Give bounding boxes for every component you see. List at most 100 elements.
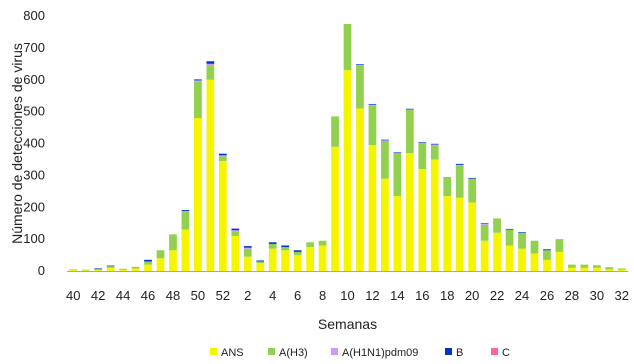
bar-segment bbox=[480, 223, 489, 224]
bar-segment bbox=[69, 270, 78, 271]
x-tick-label: 16 bbox=[415, 288, 429, 303]
bar-segment bbox=[518, 232, 526, 249]
bar-segment bbox=[106, 266, 115, 268]
bar-segment bbox=[243, 256, 252, 271]
bar-segment bbox=[381, 139, 389, 141]
x-tick-label: 6 bbox=[294, 288, 301, 303]
bar-segment bbox=[256, 260, 265, 262]
x-tick-label: 24 bbox=[515, 288, 529, 303]
bar-segment bbox=[268, 242, 277, 244]
bar-segment bbox=[455, 165, 464, 198]
y-tick-label: 0 bbox=[38, 263, 45, 278]
legend-label: C bbox=[502, 347, 510, 359]
y-tick-label: 300 bbox=[23, 167, 45, 182]
legend-label: B bbox=[456, 347, 463, 359]
y-tick-label: 800 bbox=[23, 8, 45, 23]
bar-segment bbox=[181, 211, 190, 213]
x-tick-label: 12 bbox=[365, 288, 379, 303]
bar-segment bbox=[430, 145, 439, 160]
bar-segment bbox=[181, 210, 190, 212]
bar-segment bbox=[518, 248, 526, 271]
bar-segment bbox=[94, 270, 103, 271]
bar-segment bbox=[181, 229, 190, 271]
bar-segment bbox=[555, 251, 564, 271]
x-tick-label: 22 bbox=[490, 288, 504, 303]
bar-segment bbox=[131, 266, 140, 269]
bar-segment bbox=[468, 202, 477, 271]
bar-segment bbox=[418, 143, 427, 169]
bar-segment bbox=[568, 267, 576, 271]
bar-segment bbox=[555, 239, 564, 252]
legend-label: A(H3) bbox=[279, 347, 308, 359]
bar-segment bbox=[343, 23, 352, 71]
bar-segment bbox=[194, 79, 202, 81]
bar-segment bbox=[368, 103, 377, 105]
bar-segment bbox=[218, 161, 227, 271]
bar-segment bbox=[368, 104, 377, 106]
y-tick-label: 700 bbox=[23, 40, 45, 55]
bar-segment bbox=[181, 212, 190, 230]
bar-segment bbox=[169, 250, 177, 271]
bar-segment bbox=[580, 264, 589, 268]
x-tick-label: 14 bbox=[390, 288, 404, 303]
y-tick-label: 600 bbox=[23, 72, 45, 87]
bar-segment bbox=[356, 64, 364, 66]
bar-segment bbox=[580, 267, 589, 271]
bar-segment bbox=[443, 196, 452, 271]
x-tick-label: 44 bbox=[116, 288, 130, 303]
x-tick-label: 26 bbox=[540, 288, 554, 303]
bar-segment bbox=[94, 268, 103, 270]
bar-segment bbox=[343, 70, 352, 271]
bar-segment bbox=[256, 263, 265, 271]
bar-segment bbox=[505, 228, 514, 230]
bar-segment bbox=[393, 196, 402, 271]
bar-segment bbox=[468, 178, 477, 203]
bar-segment bbox=[405, 108, 414, 110]
bar-segment bbox=[543, 249, 551, 251]
bar-segment bbox=[119, 269, 127, 271]
bar-segment bbox=[206, 65, 215, 80]
x-tick-label: 8 bbox=[319, 288, 326, 303]
legend-swatch bbox=[268, 348, 275, 355]
bar-segment bbox=[318, 240, 327, 246]
bar-segment bbox=[480, 223, 489, 225]
bar-segment bbox=[156, 250, 165, 259]
bar-segment bbox=[617, 268, 626, 270]
bar-segment bbox=[530, 253, 539, 271]
bar-segment bbox=[131, 268, 140, 271]
bar-segment bbox=[393, 152, 402, 154]
bar-segment bbox=[530, 240, 539, 254]
x-axis-title: Semanas bbox=[318, 316, 377, 332]
bar-segment bbox=[356, 65, 364, 109]
bar-segment bbox=[293, 250, 302, 252]
bar-segment bbox=[331, 146, 339, 271]
x-tick-label: 4 bbox=[269, 288, 276, 303]
bar-segment bbox=[505, 245, 514, 271]
bar-segment bbox=[281, 245, 290, 248]
y-axis-title: Número de detecciones de virus bbox=[9, 43, 25, 244]
bar-segment bbox=[293, 251, 302, 256]
bar-segment bbox=[605, 267, 614, 270]
bar-segment bbox=[243, 246, 252, 248]
bar-segment bbox=[243, 248, 252, 257]
bar-segment bbox=[144, 261, 152, 265]
bar-segment bbox=[119, 268, 127, 270]
bar-segment bbox=[194, 81, 202, 118]
bar-segment bbox=[293, 255, 302, 271]
bar-segment bbox=[592, 267, 601, 271]
bar-segment bbox=[381, 140, 389, 141]
bar-segment bbox=[430, 143, 439, 145]
legend-swatch bbox=[445, 348, 452, 355]
bar-segment bbox=[106, 267, 115, 271]
y-axis: 0 100 200 300 400 500 600 700 800 bbox=[23, 8, 45, 278]
bar-segment bbox=[106, 265, 115, 267]
legend-label: ANS bbox=[221, 347, 244, 359]
y-tick-label: 500 bbox=[23, 104, 45, 119]
bar-segment bbox=[194, 80, 202, 82]
bar-segment bbox=[231, 228, 240, 231]
bar-segment bbox=[393, 153, 402, 197]
x-tick-label: 28 bbox=[565, 288, 579, 303]
bar-segment bbox=[144, 259, 152, 262]
bar-segment bbox=[480, 240, 489, 271]
plot-area bbox=[69, 23, 626, 271]
